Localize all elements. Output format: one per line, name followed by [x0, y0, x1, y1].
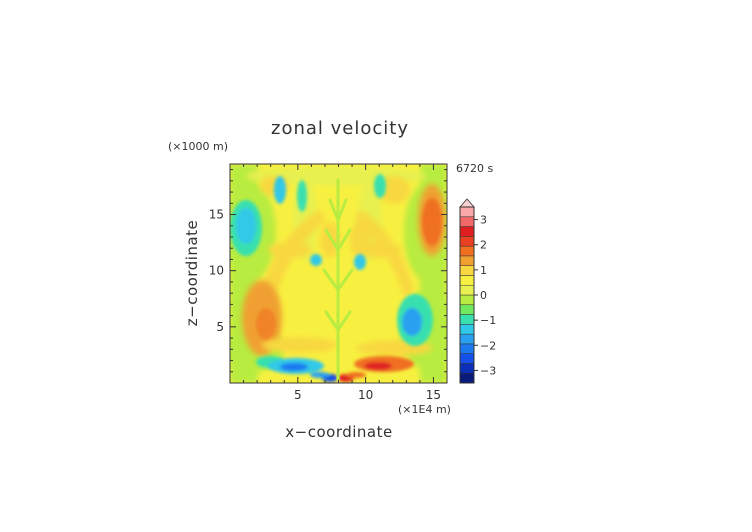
y-tick-label: 10	[209, 264, 224, 278]
x-tick-label: 5	[294, 388, 302, 402]
colorbar-swatch	[459, 353, 475, 364]
colorbar-extend-arrow	[459, 198, 475, 208]
x-tick-label: 10	[358, 388, 373, 402]
x-tick-label: 15	[426, 388, 441, 402]
colorbar: 3 2 1 0 −1 −2 −3	[459, 198, 496, 384]
colorbar-swatch	[459, 333, 475, 345]
colorbar-tick-label: −2	[480, 339, 496, 352]
colorbar-swatch	[459, 363, 475, 374]
colorbar-swatch	[459, 226, 475, 237]
chart-title: zonal velocity	[271, 118, 409, 139]
colorbar-swatch	[459, 324, 475, 335]
plot-axes: 5 10 15 5 10 15	[209, 163, 448, 402]
colorbar-swatch	[459, 314, 475, 325]
colorbar-tick-label: −1	[480, 314, 496, 327]
colorbar-swatch	[459, 275, 475, 286]
y-tick-label: 5	[216, 320, 224, 334]
colorbar-swatch	[459, 255, 475, 266]
x-axis-label: x−coordinate	[285, 423, 392, 441]
colorbar-swatch	[459, 372, 475, 384]
y-tick-label: 15	[209, 208, 224, 222]
y-scale-note: (×1000 m)	[168, 140, 228, 153]
colorbar-swatch	[459, 304, 475, 315]
colorbar-swatch	[459, 284, 475, 296]
velocity-field	[230, 164, 447, 383]
time-label: 6720 s	[456, 162, 493, 175]
y-axis-label: z−coordinate	[183, 220, 201, 326]
colorbar-tick-label: 0	[480, 289, 487, 302]
colorbar-swatch	[459, 343, 475, 354]
colorbar-swatch	[459, 265, 475, 276]
colorbar-swatch	[459, 294, 475, 306]
colorbar-swatch	[459, 236, 475, 247]
colorbar-swatch	[459, 216, 475, 227]
x-scale-note: (×1E4 m)	[398, 403, 451, 416]
colorbar-swatch	[459, 206, 475, 218]
colorbar-tick-label: −3	[480, 364, 496, 377]
colorbar-tick-label: 3	[480, 214, 487, 227]
colorbar-swatch	[459, 245, 475, 257]
colorbar-tick-label: 1	[480, 264, 487, 277]
colorbar-tick-label: 2	[480, 239, 487, 252]
